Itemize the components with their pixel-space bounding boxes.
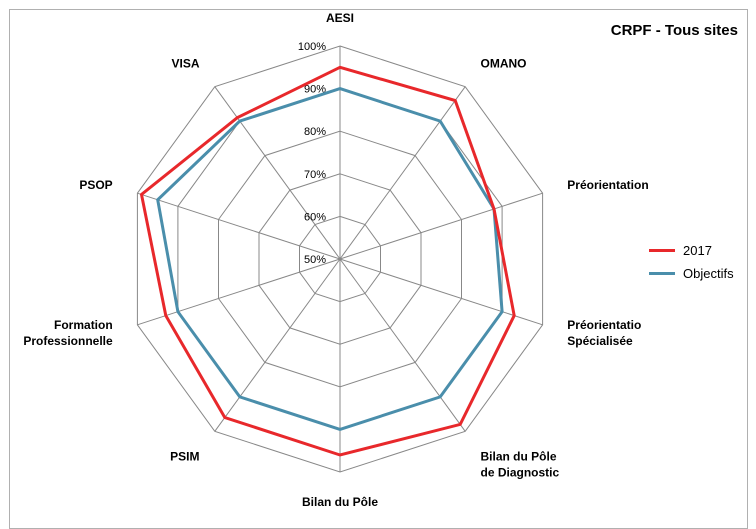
legend-item-2017: 2017 [649,239,734,262]
axis-label-line: de Diagnostic [481,465,560,479]
axis-label: Préorientation [567,178,648,192]
legend-label-objectifs: Objectifs [683,266,734,281]
axis-label: AESI [326,11,354,25]
axis-label-line: Professionnelle [23,334,113,348]
tick-label: 90% [304,84,326,96]
grid-spoke [339,258,466,432]
grid-spoke [214,258,341,432]
axis-label-line: Formation [54,318,113,332]
tick-label: 50% [304,254,326,266]
tick-label: 70% [304,169,326,181]
tick-label: 80% [304,126,326,138]
axis-label: Formation Professionnelle [23,318,113,348]
axis-label: PSOP [79,178,112,192]
axis-label-line: de Diagnostic Spécialisé [270,511,411,513]
grid-spoke [339,86,466,260]
axis-label: VISA [171,57,199,71]
grid-spoke [137,258,341,326]
axis-label-line: Bilan du Pôle [481,449,557,463]
axis-label: OMANO [481,57,527,71]
radar-chart: 50% 60% 70% 80% 90% 100% AESI OMANO Préorientati… [23,11,648,513]
series-line-2017 [139,65,516,457]
legend-item-objectifs: Objectifs [649,262,734,285]
axis-label-line: Bilan du Pôle [302,495,378,509]
axis-label-line: PSIM [170,449,199,463]
legend-label-2017: 2017 [683,243,712,258]
axis-label-line: PSOP [79,178,112,192]
axis-label-line: Préorientatio [567,318,641,332]
grid-spoke [214,86,341,260]
tick-label: 100% [298,41,326,53]
axis-label-line: VISA [171,57,199,71]
chart-area [9,9,748,529]
axis-label: Bilan du Pôle de Diagnostic [481,449,560,479]
legend-swatch-2017 [649,249,675,252]
axis-label-line: Préorientation [567,178,648,192]
chart-title: CRPF - Tous sites [610,22,738,39]
grid-spoke [339,192,543,260]
grid-spoke [339,258,543,326]
axis-label-line: AESI [326,11,354,25]
axis-label-line: Spécialisée [567,334,633,348]
series-line-objectifs [156,87,504,431]
axis-label-line: OMANO [481,57,527,71]
axis-label: Bilan du Pôle de Diagnostic Spécialisé [270,495,411,513]
axis-label: Préorientatio Spécialisée [567,318,641,348]
axis-label: PSIM [170,449,199,463]
grid-spoke [137,192,341,260]
legend: 2017 Objectifs [649,239,734,285]
legend-swatch-objectifs [649,272,675,275]
tick-label: 60% [304,211,326,223]
